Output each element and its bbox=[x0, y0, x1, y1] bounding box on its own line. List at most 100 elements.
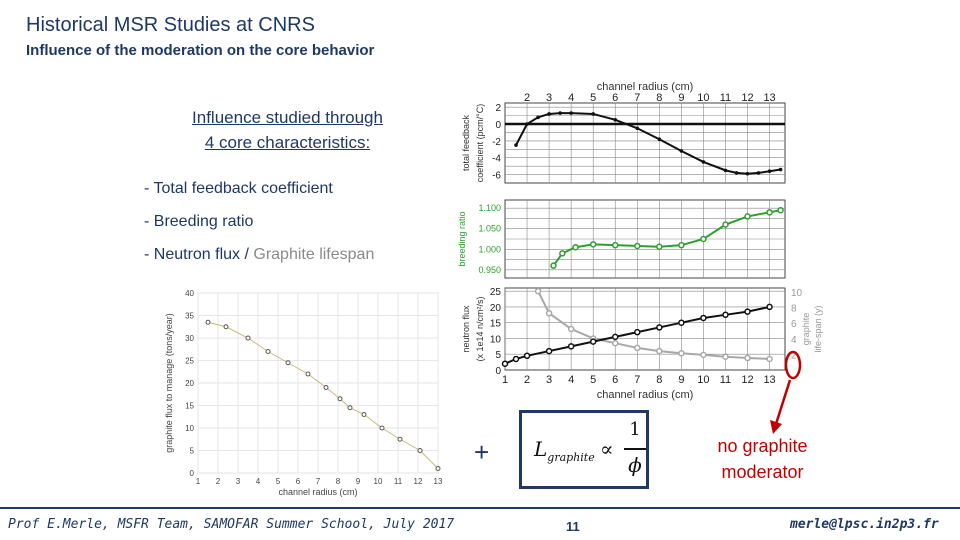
graphite-flux-xtick: 6 bbox=[296, 477, 301, 486]
graphite-flux-point bbox=[347, 405, 353, 411]
flux-point bbox=[589, 338, 597, 345]
breeding-point bbox=[744, 213, 751, 220]
bottom-xtick: 12 bbox=[741, 374, 753, 386]
breeding-point bbox=[777, 207, 784, 214]
flux-point bbox=[523, 352, 531, 360]
feedback-ytick: -4 bbox=[492, 154, 501, 165]
breeding-point bbox=[722, 221, 729, 228]
feedback-point bbox=[778, 167, 783, 172]
feedback-point bbox=[734, 171, 739, 175]
graphite-flux-point bbox=[305, 371, 311, 377]
breeding-point bbox=[656, 243, 663, 251]
intro-line-1: Influence studied through bbox=[192, 108, 383, 127]
breeding-point bbox=[700, 235, 707, 243]
feedback-panel-frame bbox=[504, 102, 786, 184]
feedback-ylabel-2: coefficient (pcm/°C) bbox=[475, 104, 485, 182]
breeding-point bbox=[634, 242, 641, 250]
flux-point bbox=[656, 324, 663, 331]
graphite-flux-xtick: 7 bbox=[316, 477, 321, 486]
graphite-flux-point bbox=[397, 436, 403, 442]
flux-point bbox=[766, 303, 773, 311]
bottom-xtick: 13 bbox=[763, 374, 775, 386]
graphite-flux-ytick: 25 bbox=[185, 357, 194, 366]
breeding-ylabel: breeding ratio bbox=[457, 211, 467, 266]
breeding-point bbox=[572, 243, 579, 251]
graphite-flux-xtick: 5 bbox=[276, 477, 281, 486]
breeding-point bbox=[766, 209, 773, 216]
lifespan-ytick: 10 bbox=[791, 288, 803, 299]
lifespan-point bbox=[611, 339, 619, 347]
note-line-2: moderator bbox=[721, 462, 804, 482]
footer-divider bbox=[0, 507, 960, 509]
flux-point bbox=[700, 314, 707, 322]
flux-point bbox=[722, 311, 729, 319]
graphite-flux-xtick: 9 bbox=[356, 477, 361, 486]
top-xtick: 10 bbox=[697, 92, 709, 104]
feedback-point bbox=[525, 122, 529, 126]
top-xtick: 5 bbox=[590, 92, 596, 104]
graphite-flux-point bbox=[379, 425, 385, 431]
bullet-flux-text: - Neutron flux / bbox=[144, 246, 254, 263]
graphite-flux-point bbox=[361, 412, 367, 417]
note-line-1: no graphite bbox=[717, 436, 808, 456]
graphite-flux-point bbox=[205, 319, 211, 325]
breeding-point bbox=[550, 262, 557, 269]
feedback-point bbox=[558, 111, 562, 115]
graphite-flux-ytick: 40 bbox=[185, 289, 194, 298]
breeding-ytick: 1.100 bbox=[478, 203, 501, 213]
flux-ytick: 5 bbox=[495, 350, 501, 361]
feedback-point bbox=[547, 112, 551, 116]
stacked-charts: channel radius (cm) 2 3 4 5 6 7 8 9 10 11 12 13 20-… bbox=[457, 81, 823, 401]
flux-point bbox=[545, 347, 553, 355]
flux-point bbox=[501, 360, 509, 367]
graphite-flux-xtick: 13 bbox=[434, 477, 443, 486]
feedback-point bbox=[701, 160, 706, 164]
lifespan-ytick: 6 bbox=[791, 319, 797, 330]
graphite-flux-ytick: 30 bbox=[185, 334, 194, 343]
bullet-feedback: - Total feedback coefficient bbox=[144, 180, 333, 197]
lifespan-point bbox=[545, 309, 553, 317]
top-axis-title: channel radius (cm) bbox=[597, 81, 694, 93]
intro-text: Influence studied through 4 core charact… bbox=[150, 105, 425, 155]
flux-point bbox=[512, 355, 520, 363]
top-xtick: 4 bbox=[568, 92, 574, 104]
flux-ylabel-2: (x 1e14 n/cm²/s) bbox=[475, 296, 485, 361]
graphite-flux-ytick: 10 bbox=[185, 424, 194, 433]
bottom-xtick: 2 bbox=[524, 374, 530, 386]
graphite-flux-ylabel: graphite flux to manage (tons/year) bbox=[164, 313, 174, 453]
bullet-breeding: - Breeding ratio bbox=[144, 213, 254, 230]
bottom-xtick: 6 bbox=[612, 374, 618, 386]
page-number: 11 bbox=[566, 519, 580, 534]
graphite-flux-xtick: 10 bbox=[374, 477, 383, 486]
top-xtick: 3 bbox=[546, 92, 552, 104]
formula-lhs: Lgraphite bbox=[534, 437, 595, 464]
top-xtick: 7 bbox=[634, 92, 640, 104]
graphite-flux-xtick: 12 bbox=[414, 477, 423, 486]
feedback-point bbox=[679, 149, 684, 153]
graphite-flux-xtick: 2 bbox=[216, 477, 221, 486]
graphite-flux-ytick: 15 bbox=[185, 402, 194, 411]
formula-fraction-bar bbox=[624, 448, 646, 450]
graphite-flux-point bbox=[417, 448, 423, 453]
bottom-xtick: 9 bbox=[678, 374, 684, 386]
flux-point bbox=[744, 308, 751, 315]
flux-ylabel-1: neutron flux bbox=[461, 305, 471, 353]
lifespan-point bbox=[722, 353, 729, 361]
feedback-ylabel-1: total feedback bbox=[461, 114, 471, 171]
feedback-point bbox=[569, 111, 573, 115]
feedback-point bbox=[635, 126, 640, 131]
annotation-arrow bbox=[770, 379, 792, 434]
intro-line-2: 4 core characteristics: bbox=[204, 133, 371, 152]
graphite-flux-xtick: 4 bbox=[256, 477, 261, 486]
flux-ytick: 20 bbox=[490, 303, 502, 314]
lifespan-ylabel-2: life-span (y) bbox=[813, 305, 823, 352]
lifespan-point bbox=[567, 325, 575, 333]
plus-sign: + bbox=[474, 437, 490, 467]
feedback-ytick: -6 bbox=[492, 171, 501, 182]
top-xtick: 8 bbox=[656, 92, 662, 104]
flux-ytick: 25 bbox=[490, 287, 502, 298]
top-xtick: 12 bbox=[741, 92, 753, 104]
lifespan-point bbox=[656, 347, 663, 355]
graphite-flux-point bbox=[223, 324, 229, 330]
